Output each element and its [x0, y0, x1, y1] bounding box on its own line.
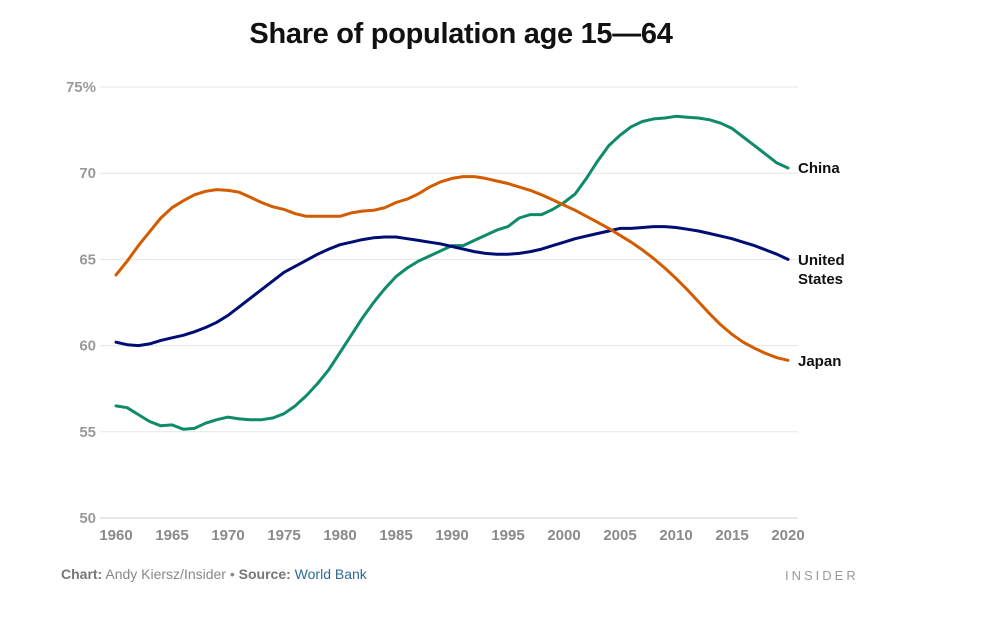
gridlines	[100, 86, 798, 519]
x-tick-label: 2010	[659, 527, 692, 544]
chart-footer: Chart: Andy Kiersz/Insider • Source: Wor…	[61, 566, 367, 582]
series-lines	[114, 114, 790, 431]
x-tick-label: 1970	[211, 527, 244, 544]
x-tick-label: 1960	[99, 527, 132, 544]
source-label: Source:	[238, 566, 291, 582]
y-tick-label: 70	[79, 165, 96, 182]
x-tick-label: 2005	[603, 527, 636, 544]
x-tick-label: 2000	[547, 527, 580, 544]
series-line-japan	[114, 175, 790, 362]
x-axis-ticks: 1960 1965 1970 1975 1980 1985 1990 1995 2000 2005…	[99, 527, 804, 544]
x-tick-label: 1965	[155, 527, 188, 544]
x-tick-label: 1975	[267, 527, 300, 544]
series-line-china	[114, 114, 790, 431]
y-tick-label: 60	[79, 338, 96, 355]
bullet: •	[229, 566, 235, 582]
y-tick-label: 65	[79, 251, 96, 268]
label-us-line1: United	[798, 252, 845, 269]
x-tick-label: 1980	[323, 527, 356, 544]
source-link[interactable]: World Bank	[294, 566, 367, 582]
x-tick-label: 1995	[491, 527, 524, 544]
label-china: China	[798, 160, 840, 177]
label-us-line2: States	[798, 271, 843, 288]
y-tick-label: 50	[79, 510, 96, 527]
insider-logo: INSIDER	[785, 568, 859, 583]
y-tick-label: 75%	[66, 79, 96, 96]
chart-title: Share of population age 15—64	[249, 18, 673, 50]
series-line-united-states	[114, 225, 790, 348]
x-tick-label: 2015	[715, 527, 748, 544]
x-tick-label: 1985	[379, 527, 412, 544]
chart-credit: Andy Kiersz/Insider	[105, 566, 226, 582]
x-tick-label: 1990	[435, 527, 468, 544]
y-tick-label: 55	[79, 424, 96, 441]
chart-credit-label: Chart:	[61, 566, 103, 582]
y-axis-ticks: 75% 70 65 60 55 50	[66, 79, 96, 527]
x-tick-label: 2020	[771, 527, 804, 544]
series-labels: China United States Japan	[798, 160, 845, 370]
label-japan: Japan	[798, 353, 841, 370]
